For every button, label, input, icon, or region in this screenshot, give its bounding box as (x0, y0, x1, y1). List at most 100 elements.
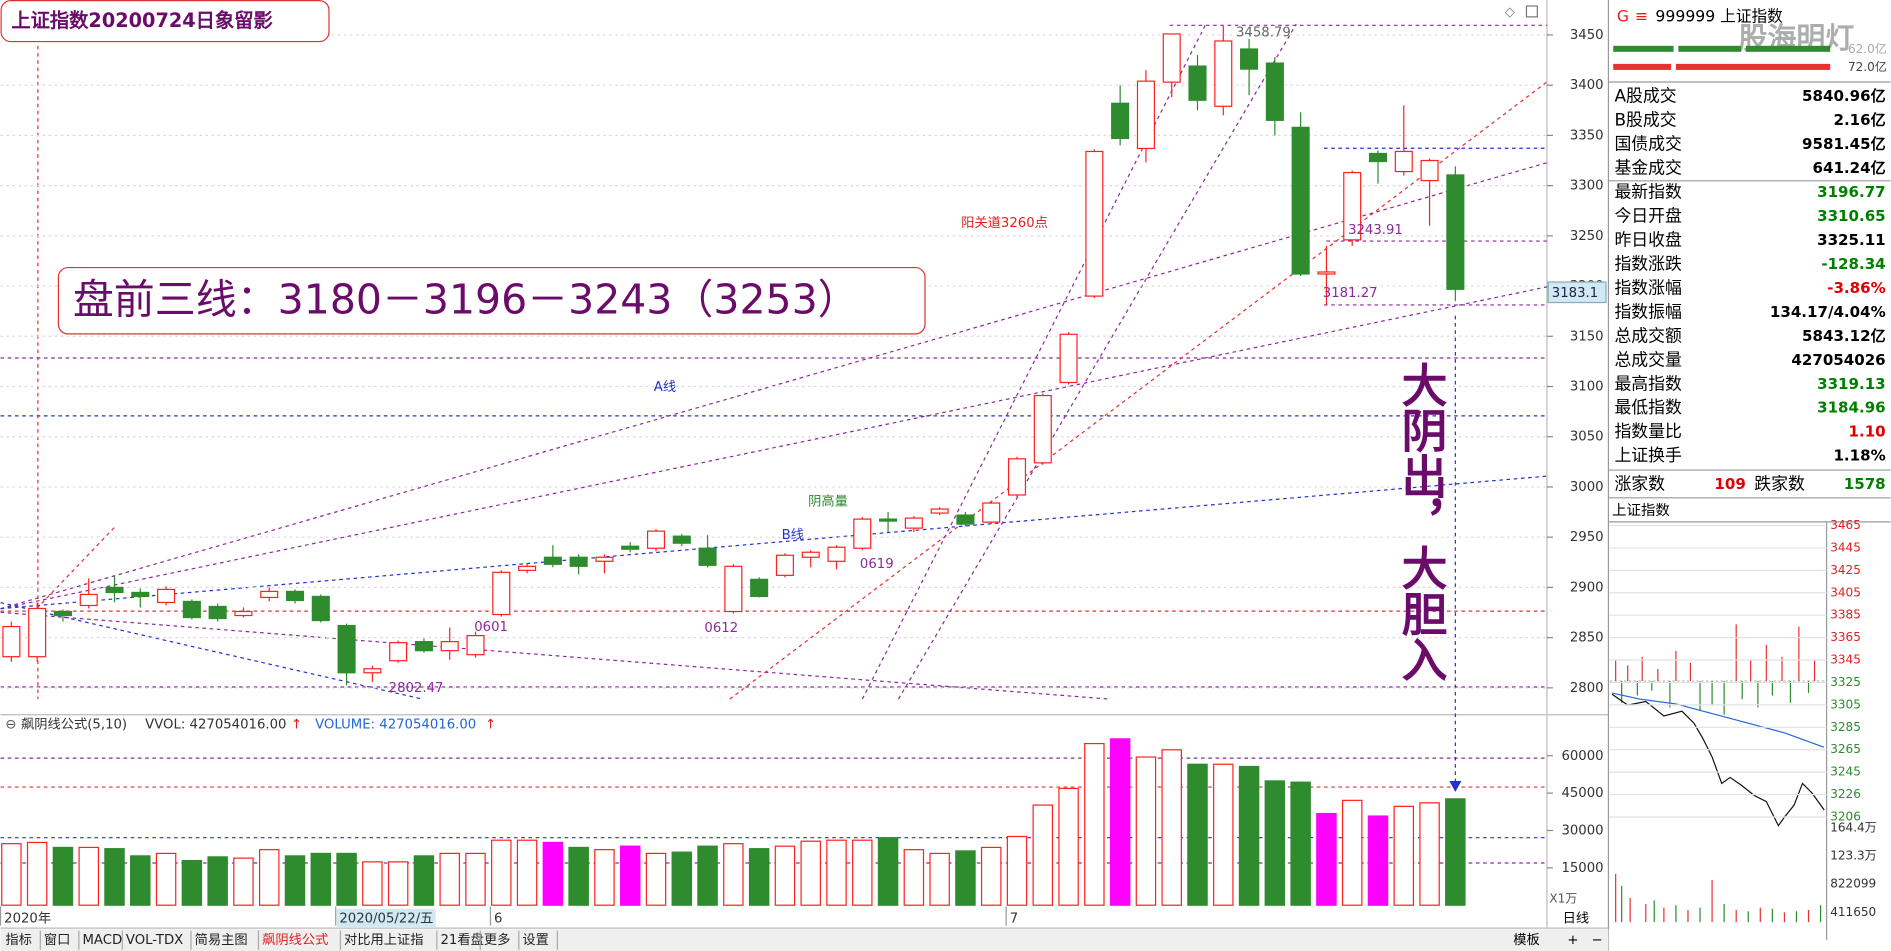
volume-bar (52, 846, 74, 906)
template-button[interactable]: 模板 (1513, 932, 1540, 948)
volume-bar (800, 840, 821, 906)
candle-body (234, 610, 253, 617)
candle-body (827, 546, 846, 562)
arrow-head (1449, 781, 1462, 792)
volume-bar (26, 841, 48, 906)
volume-bar (465, 852, 486, 906)
y-tick-label: 3350 (1570, 128, 1604, 143)
tab[interactable]: 设置 (522, 932, 549, 948)
volume-bar (155, 852, 177, 906)
annotation: 0601 (474, 620, 508, 635)
indicator-volume: VOLUME: 427054016.00 (315, 717, 476, 732)
candle-body (208, 605, 227, 620)
quote-value: 1.10 (1849, 423, 1886, 441)
volume-bar (1264, 780, 1286, 906)
candles (2, 26, 1465, 686)
x-tick-label: 2020/05/22/五 (339, 911, 433, 926)
tab[interactable]: MACD (82, 933, 122, 948)
intraday-price-label: 3425 (1830, 563, 1861, 577)
tab[interactable]: 更多 (484, 931, 511, 948)
volume-bar (748, 848, 770, 906)
tab[interactable]: 简易主图 (195, 931, 248, 948)
up-count: 109 (1714, 475, 1745, 493)
zoom-out[interactable]: − (1592, 933, 1603, 948)
indicator-vvol: VVOL: 427054016.00 (145, 717, 286, 732)
volume-bar (284, 855, 306, 906)
quote-label: 今日开盘 (1614, 205, 1682, 225)
tab[interactable]: 窗口 (44, 931, 71, 948)
candle-body (260, 590, 279, 599)
volume-bar (413, 855, 435, 906)
volume-bar (774, 845, 796, 906)
volume-bar (1006, 835, 1028, 906)
quote-label: A股成交 (1614, 85, 1676, 105)
volume-bar (207, 856, 228, 906)
quote-mark: G (1617, 6, 1629, 25)
intraday-price-label: 3445 (1830, 540, 1861, 554)
intraday-price-label: 3245 (1830, 765, 1861, 779)
volume-bars (1, 738, 1466, 906)
quote-value: 3184.96 (1817, 399, 1886, 417)
price-tag (1547, 281, 1607, 304)
quote-label: 指数振幅 (1614, 301, 1682, 321)
chart-title: 上证指数20200724日象留影 (11, 9, 273, 32)
volume-bar (619, 845, 641, 906)
candle-body (724, 565, 743, 613)
tab[interactable]: 指标 (5, 932, 32, 948)
ratio-label: 72.0亿 (1848, 59, 1887, 74)
icon (1525, 5, 1538, 18)
quote-value: 3310.65 (1817, 207, 1886, 225)
volume-bar (1290, 781, 1311, 906)
candle-body (1085, 150, 1104, 297)
quote-menu[interactable]: ≡ (1635, 6, 1648, 25)
volume-bar (826, 839, 847, 906)
annotation: B线 (782, 527, 804, 543)
headline-box (57, 266, 926, 335)
intraday-volume-label: 123.3万 (1830, 849, 1877, 863)
candle-body (79, 593, 98, 607)
quote-label: 上证换手 (1614, 445, 1682, 465)
zoom-in[interactable]: + (1567, 933, 1578, 948)
trend-line (0, 162, 1548, 610)
quote-value: 427054026 (1791, 351, 1885, 369)
y-tick-label: 3000 (1570, 480, 1604, 495)
volume-bar (671, 851, 693, 906)
y-tick-label: 3150 (1570, 329, 1604, 344)
volume-bar (1084, 742, 1105, 906)
candle-body (621, 545, 640, 550)
period-label[interactable]: 日线 (1563, 910, 1590, 926)
quote-value: 2.16亿 (1833, 111, 1885, 129)
volume-bar (903, 849, 925, 906)
candle-body (389, 642, 408, 662)
intraday-bars (1621, 681, 1810, 715)
intraday-volume-label: 164.4万 (1830, 821, 1877, 835)
candle-body (982, 502, 1001, 523)
annotation: 2802.47 (389, 681, 444, 696)
tab[interactable]: 对比用上证指 (344, 932, 424, 948)
quote-label: 指数涨跌 (1614, 253, 1682, 273)
y-tick-label: 3100 (1570, 380, 1604, 395)
candle-body (956, 514, 975, 525)
tab[interactable]: VOL-TDX (126, 933, 183, 948)
quote-label: 最低指数 (1614, 397, 1682, 417)
volume-bar (929, 852, 950, 906)
annotation: 阳关道3260点 (961, 215, 1048, 231)
quote-value: -128.34 (1821, 255, 1885, 273)
ratio-bar (1678, 45, 1742, 52)
x-tick-label: 6 (494, 911, 502, 926)
quote-label: 最高指数 (1614, 373, 1682, 393)
volume-bar (439, 852, 460, 906)
indicator-arrow: ↑ (485, 717, 496, 732)
ratio-bar (1613, 45, 1674, 52)
candle-body (879, 518, 898, 522)
ratio-bar (1745, 45, 1831, 52)
tab[interactable]: 21看盘 (440, 931, 483, 948)
candle-body (775, 554, 794, 576)
intraday-labels: 3465 3445 3425 3405 3385 3365 3345 3325 3305 3285… (1609, 518, 1877, 919)
candle-body (466, 635, 485, 656)
volume-bar (336, 852, 357, 906)
tab[interactable]: 飙阴线公式 (262, 932, 328, 948)
candle-body (1265, 62, 1284, 121)
